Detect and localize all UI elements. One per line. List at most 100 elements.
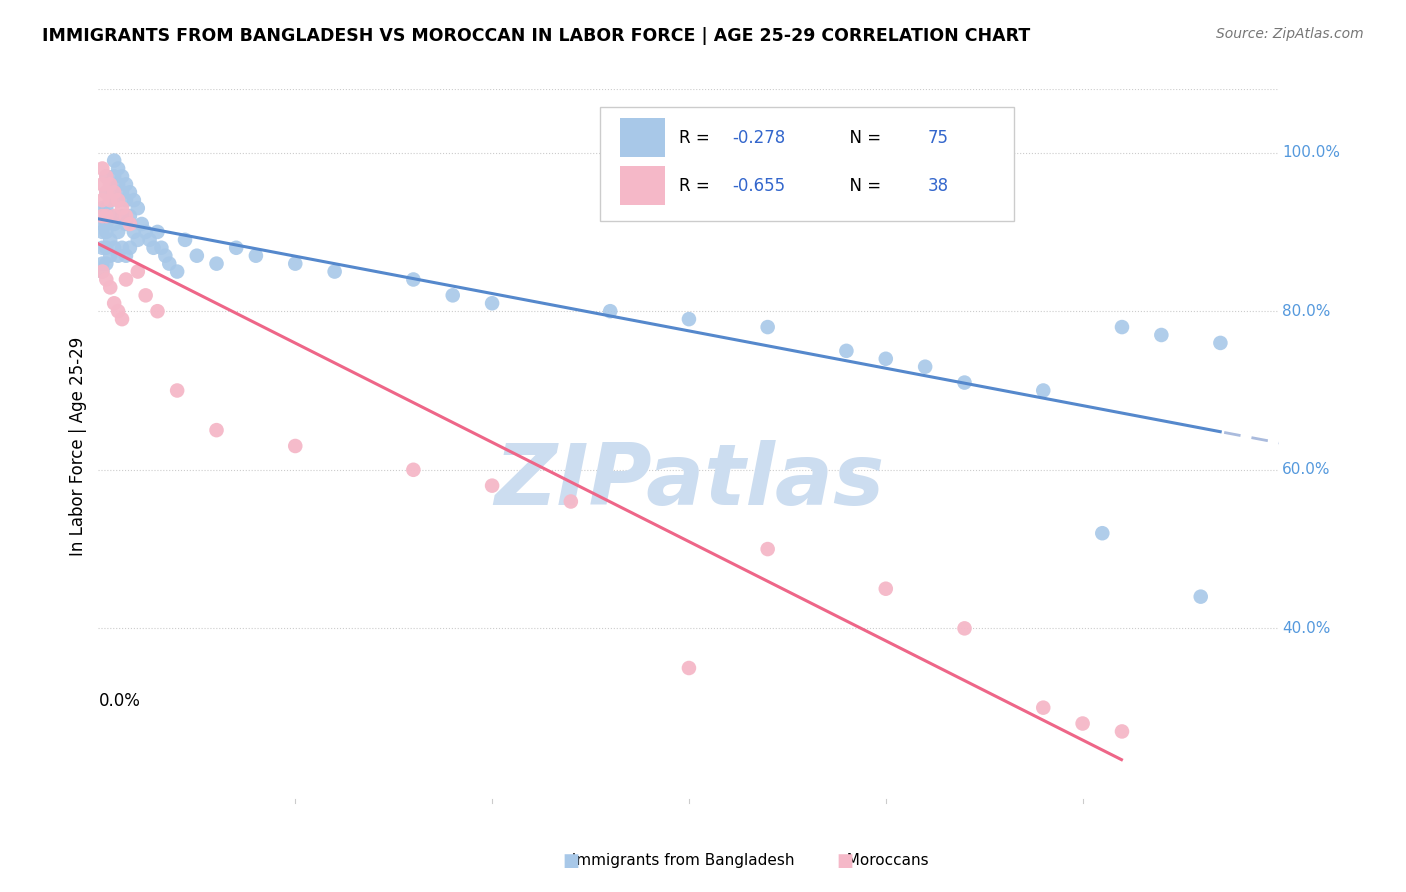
Point — [122, 193, 145, 207]
Point — [118, 209, 141, 223]
Point — [174, 233, 197, 247]
Point — [205, 257, 228, 271]
Point — [1091, 526, 1114, 541]
Point — [96, 241, 118, 255]
Point — [103, 209, 125, 223]
Point — [835, 343, 858, 358]
Point — [678, 661, 700, 675]
Point — [91, 178, 114, 192]
Point — [103, 241, 125, 255]
Point — [103, 217, 125, 231]
Point — [115, 272, 138, 286]
Point — [96, 169, 118, 184]
Point — [875, 351, 897, 366]
Point — [284, 439, 307, 453]
Point — [1071, 716, 1094, 731]
Point — [91, 217, 114, 231]
Point — [115, 193, 138, 207]
Point — [127, 233, 149, 247]
Point — [138, 233, 160, 247]
Point — [91, 257, 114, 271]
Point — [98, 233, 121, 247]
Point — [1189, 590, 1212, 604]
Point — [481, 296, 503, 310]
Point — [96, 209, 118, 223]
Point — [1111, 320, 1133, 334]
Point — [96, 272, 118, 286]
Point — [91, 225, 114, 239]
Point — [135, 288, 157, 302]
Text: 100.0%: 100.0% — [1282, 145, 1340, 161]
Point — [98, 193, 121, 207]
Point — [481, 478, 503, 492]
Text: 75: 75 — [928, 128, 949, 146]
Point — [118, 217, 141, 231]
Point — [96, 186, 118, 200]
Point — [599, 304, 621, 318]
Text: Source: ZipAtlas.com: Source: ZipAtlas.com — [1216, 27, 1364, 41]
Point — [441, 288, 464, 302]
Point — [103, 186, 125, 200]
Point — [98, 178, 121, 192]
Text: Immigrants from Bangladesh: Immigrants from Bangladesh — [562, 854, 794, 868]
Point — [225, 241, 247, 255]
FancyBboxPatch shape — [620, 118, 665, 157]
Point — [166, 384, 188, 398]
Point — [284, 257, 307, 271]
Point — [98, 209, 121, 223]
FancyBboxPatch shape — [620, 166, 665, 205]
Text: ZIPatlas: ZIPatlas — [494, 440, 884, 524]
Point — [111, 169, 134, 184]
Point — [91, 264, 114, 278]
Point — [402, 463, 425, 477]
Point — [107, 193, 129, 207]
Point — [107, 304, 129, 318]
Point — [107, 178, 129, 192]
Text: R =: R = — [679, 177, 716, 194]
Point — [98, 178, 121, 192]
Text: -0.278: -0.278 — [733, 128, 786, 146]
Point — [1209, 335, 1232, 350]
Point — [166, 264, 188, 278]
Point — [107, 193, 129, 207]
Point — [678, 312, 700, 326]
Point — [98, 193, 121, 207]
Text: 0.0%: 0.0% — [98, 692, 141, 710]
Text: ■: ■ — [562, 852, 579, 870]
Point — [91, 161, 114, 176]
Point — [135, 225, 157, 239]
Point — [953, 376, 976, 390]
Point — [953, 621, 976, 635]
Text: N =: N = — [839, 177, 886, 194]
Point — [91, 201, 114, 215]
Point — [111, 186, 134, 200]
Point — [103, 169, 125, 184]
Point — [146, 225, 169, 239]
Point — [142, 241, 165, 255]
Point — [146, 304, 169, 318]
FancyBboxPatch shape — [600, 107, 1014, 221]
Point — [96, 169, 118, 184]
Point — [107, 225, 129, 239]
Point — [91, 209, 114, 223]
Point — [127, 201, 149, 215]
Point — [111, 209, 134, 223]
Text: IMMIGRANTS FROM BANGLADESH VS MOROCCAN IN LABOR FORCE | AGE 25-29 CORRELATION CH: IMMIGRANTS FROM BANGLADESH VS MOROCCAN I… — [42, 27, 1031, 45]
Point — [111, 201, 134, 215]
Point — [1032, 700, 1054, 714]
Point — [914, 359, 936, 374]
Point — [756, 542, 779, 557]
Point — [115, 209, 138, 223]
Text: 60.0%: 60.0% — [1282, 462, 1330, 477]
Point — [96, 186, 118, 200]
Point — [118, 186, 141, 200]
Point — [1111, 724, 1133, 739]
Point — [756, 320, 779, 334]
Point — [127, 264, 149, 278]
Point — [107, 161, 129, 176]
Text: Moroccans: Moroccans — [837, 854, 928, 868]
Point — [115, 178, 138, 192]
Point — [131, 217, 153, 231]
Text: N =: N = — [839, 128, 886, 146]
Text: 38: 38 — [928, 177, 949, 194]
